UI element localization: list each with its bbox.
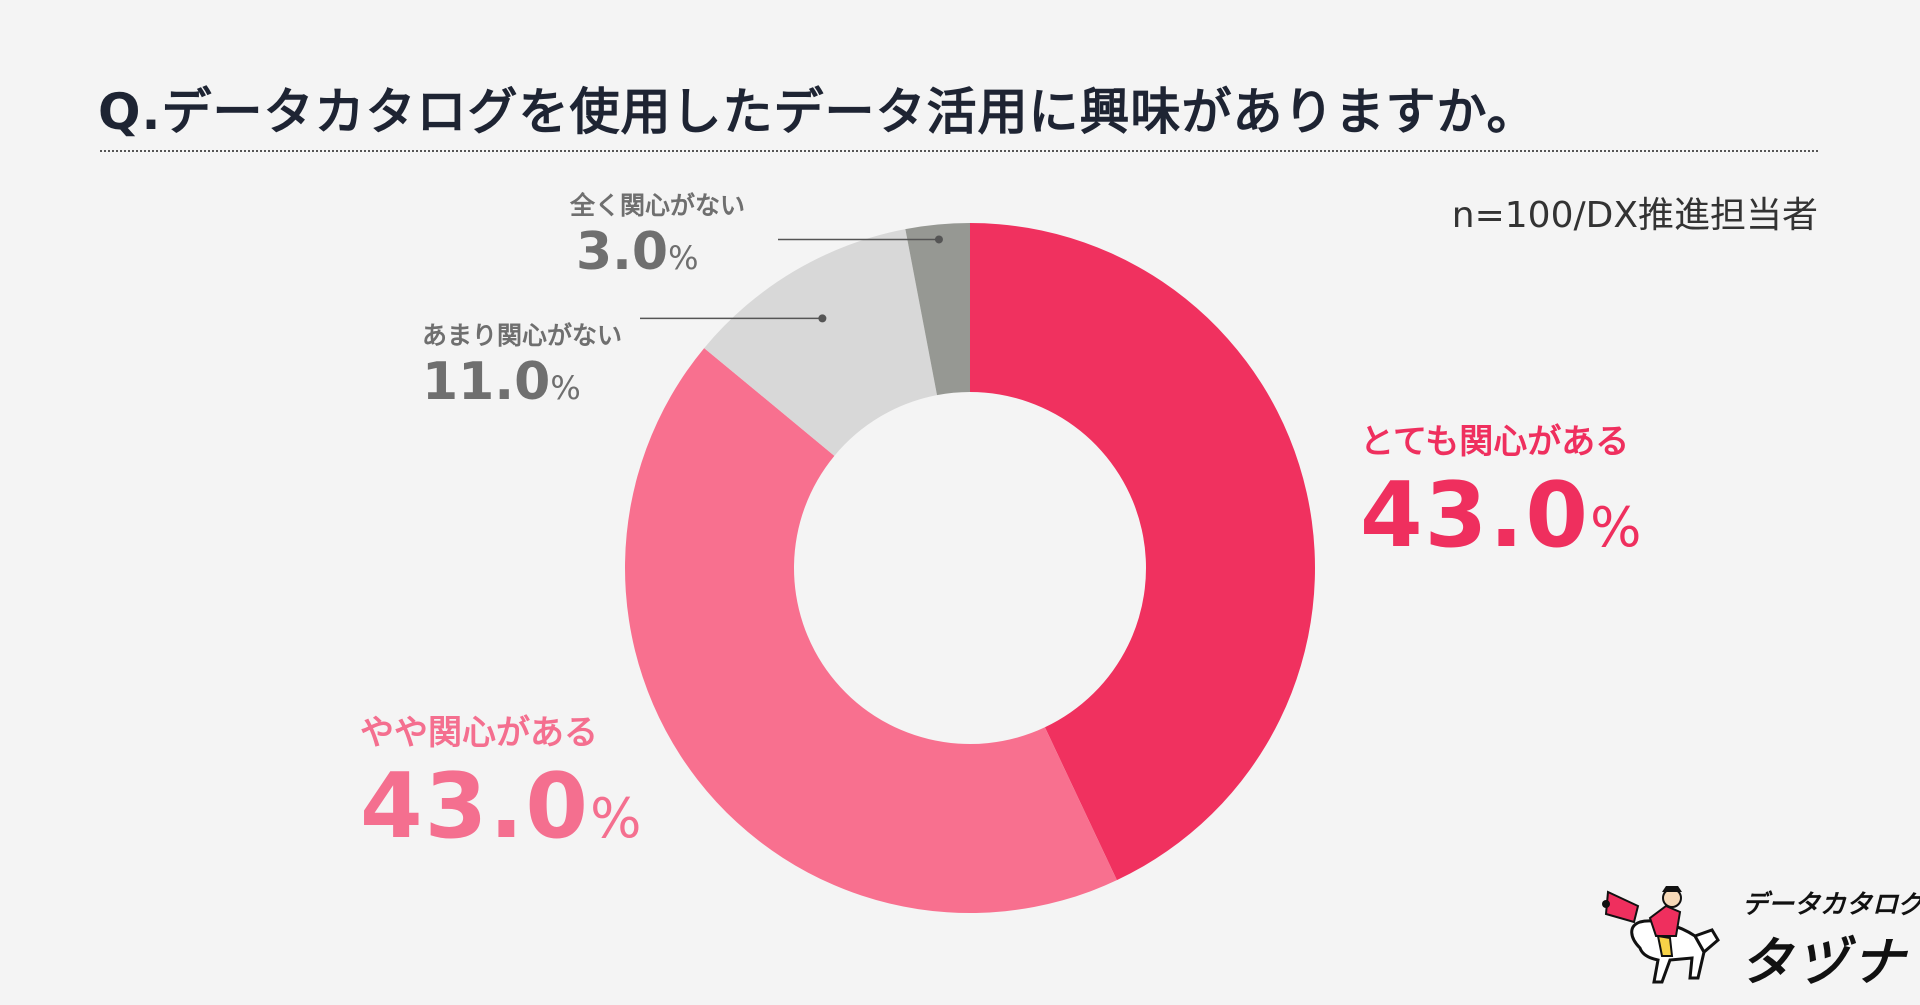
label-not-very-interested: あまり関心がない 11.0% (422, 316, 622, 412)
leader-dot-not-interested-at-all (934, 235, 943, 244)
unit-label: % (668, 239, 699, 277)
value-label: 11.0 (422, 352, 551, 412)
unit-label: % (550, 369, 581, 407)
unit-label: % (1590, 496, 1642, 559)
brand-name-main: タヅナ (1740, 933, 1909, 993)
title-divider (100, 150, 1818, 152)
leader-dot-not-very-interested (818, 314, 827, 323)
slice-not-very-interested (704, 229, 938, 456)
category-label: 全く関心がない (570, 191, 746, 220)
label-not-interested-at-all: 全く関心がない 3.0% (570, 186, 745, 282)
brand-logo: データカタログ タヅナ (1600, 878, 1920, 993)
chart-title: Q.データカタログを使用したデータ活用に興味がありますか。 (98, 83, 1538, 141)
label-somewhat-interested: やや関心がある 43.0% (360, 705, 641, 859)
category-label: とても関心がある (1360, 422, 1630, 462)
slice-not-interested-at-all (905, 223, 970, 396)
brand-name-top: データカタログ (1742, 890, 1920, 920)
slice-somewhat-interested (624, 348, 1117, 913)
value-label: 3.0 (576, 222, 669, 282)
unit-label: % (590, 787, 642, 850)
value-label: 43.0 (1360, 463, 1591, 568)
sample-note: n=100/DX推進担当者 (1451, 195, 1818, 236)
category-label: あまり関心がない (422, 321, 623, 350)
label-very-interested: とても関心がある 43.0% (1360, 414, 1641, 568)
category-label: やや関心がある (360, 713, 598, 753)
horse-rider-mascot-icon (1602, 886, 1720, 984)
value-label: 43.0 (360, 754, 591, 859)
slice-very-interested (970, 223, 1315, 881)
